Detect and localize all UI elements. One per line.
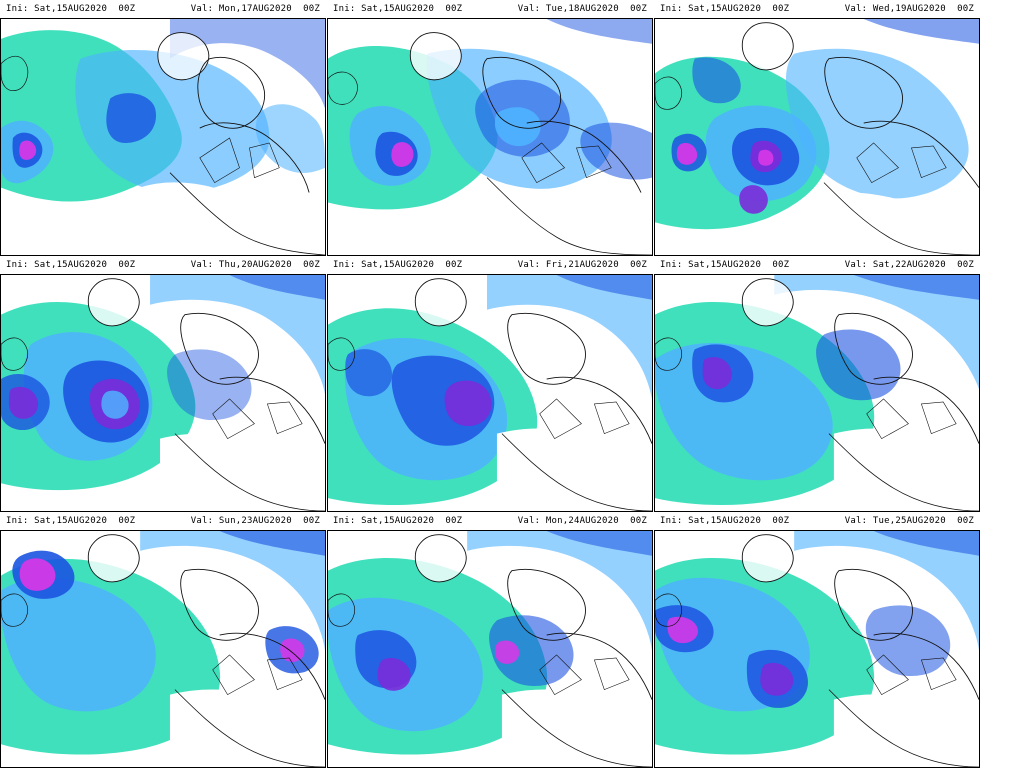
map-canvas <box>328 19 652 255</box>
map-canvas <box>328 275 652 511</box>
panel-header: Ini: Sat,15AUG2020 00Z Val: Tue,25AUG202… <box>654 512 980 530</box>
forecast-map <box>0 274 326 512</box>
forecast-panel-9: Ini: Sat,15AUG2020 00Z Val: Tue,25AUG202… <box>654 512 980 768</box>
forecast-panel-3: Ini: Sat,15AUG2020 00Z Val: Wed,19AUG202… <box>654 0 980 256</box>
valid-time-label: Val: Wed,19AUG2020 00Z <box>844 4 974 14</box>
init-time-label: Ini: Sat,15AUG2020 00Z <box>333 260 463 270</box>
valid-time-label: Val: Tue,25AUG2020 00Z <box>844 516 974 526</box>
forecast-map <box>0 530 326 768</box>
valid-time-label: Val: Sun,23AUG2020 00Z <box>190 516 320 526</box>
valid-time-label: Val: Mon,17AUG2020 00Z <box>190 4 320 14</box>
init-time-label: Ini: Sat,15AUG2020 00Z <box>6 260 136 270</box>
forecast-panel-4: Ini: Sat,15AUG2020 00Z Val: Thu,20AUG202… <box>0 256 326 512</box>
forecast-map <box>327 18 653 256</box>
init-time-label: Ini: Sat,15AUG2020 00Z <box>6 4 136 14</box>
forecast-map <box>654 530 980 768</box>
map-canvas <box>655 531 979 767</box>
panel-header: Ini: Sat,15AUG2020 00Z Val: Tue,18AUG202… <box>327 0 653 18</box>
panel-header: Ini: Sat,15AUG2020 00Z Val: Mon,24AUG202… <box>327 512 653 530</box>
init-time-label: Ini: Sat,15AUG2020 00Z <box>333 516 463 526</box>
valid-time-label: Val: Tue,18AUG2020 00Z <box>517 4 647 14</box>
init-time-label: Ini: Sat,15AUG2020 00Z <box>660 260 790 270</box>
panel-header: Ini: Sat,15AUG2020 00Z Val: Sun,23AUG202… <box>0 512 326 530</box>
map-canvas <box>1 275 325 511</box>
valid-time-label: Val: Mon,24AUG2020 00Z <box>517 516 647 526</box>
init-time-label: Ini: Sat,15AUG2020 00Z <box>6 516 136 526</box>
forecast-panel-8: Ini: Sat,15AUG2020 00Z Val: Mon,24AUG202… <box>327 512 653 768</box>
map-canvas <box>328 531 652 767</box>
forecast-panel-2: Ini: Sat,15AUG2020 00Z Val: Tue,18AUG202… <box>327 0 653 256</box>
forecast-map-grid: Ini: Sat,15AUG2020 00Z Val: Mon,17AUG202… <box>0 0 980 768</box>
panel-header: Ini: Sat,15AUG2020 00Z Val: Fri,21AUG202… <box>327 256 653 274</box>
map-canvas <box>1 19 325 255</box>
forecast-panel-7: Ini: Sat,15AUG2020 00Z Val: Sun,23AUG202… <box>0 512 326 768</box>
map-canvas <box>655 275 979 511</box>
panel-header: Ini: Sat,15AUG2020 00Z Val: Mon,17AUG202… <box>0 0 326 18</box>
forecast-map <box>0 18 326 256</box>
init-time-label: Ini: Sat,15AUG2020 00Z <box>660 4 790 14</box>
valid-time-label: Val: Fri,21AUG2020 00Z <box>517 260 647 270</box>
panel-header: Ini: Sat,15AUG2020 00Z Val: Thu,20AUG202… <box>0 256 326 274</box>
valid-time-label: Val: Thu,20AUG2020 00Z <box>190 260 320 270</box>
forecast-panel-6: Ini: Sat,15AUG2020 00Z Val: Sat,22AUG202… <box>654 256 980 512</box>
map-canvas <box>1 531 325 767</box>
map-canvas <box>655 19 979 255</box>
forecast-map <box>654 18 980 256</box>
forecast-panel-1: Ini: Sat,15AUG2020 00Z Val: Mon,17AUG202… <box>0 0 326 256</box>
forecast-map <box>327 274 653 512</box>
valid-time-label: Val: Sat,22AUG2020 00Z <box>844 260 974 270</box>
panel-header: Ini: Sat,15AUG2020 00Z Val: Wed,19AUG202… <box>654 0 980 18</box>
forecast-panel-5: Ini: Sat,15AUG2020 00Z Val: Fri,21AUG202… <box>327 256 653 512</box>
forecast-map <box>327 530 653 768</box>
forecast-map <box>654 274 980 512</box>
panel-header: Ini: Sat,15AUG2020 00Z Val: Sat,22AUG202… <box>654 256 980 274</box>
init-time-label: Ini: Sat,15AUG2020 00Z <box>333 4 463 14</box>
init-time-label: Ini: Sat,15AUG2020 00Z <box>660 516 790 526</box>
